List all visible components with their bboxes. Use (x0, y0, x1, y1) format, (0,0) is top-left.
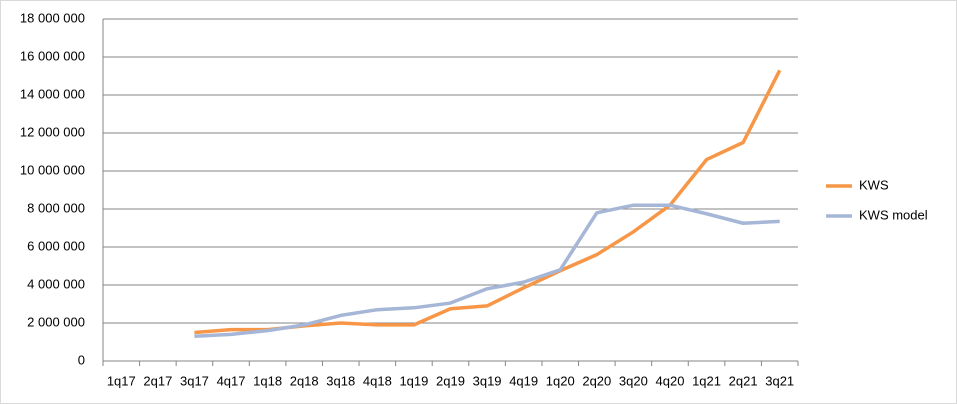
x-tick-label: 4q17 (217, 373, 246, 388)
x-tick-label: 3q21 (765, 373, 794, 388)
legend-label: KWS (859, 177, 889, 192)
series-line (194, 203, 780, 339)
x-tick-label: 4q19 (509, 373, 538, 388)
x-tick-label: 2q18 (290, 373, 319, 388)
y-tick-label: 2 000 000 (27, 314, 85, 329)
y-tick-label: 6 000 000 (27, 238, 85, 253)
x-tick-label: 1q20 (546, 373, 575, 388)
x-tick-label: 2q20 (582, 373, 611, 388)
x-tick-label: 1q21 (692, 373, 721, 388)
x-tick-label: 1q17 (107, 373, 136, 388)
x-tick-label: 1q19 (399, 373, 428, 388)
x-tick-label: 2q19 (436, 373, 465, 388)
y-tick-label: 14 000 000 (20, 86, 85, 101)
legend-label: KWS model (859, 207, 928, 222)
x-tick-label: 1q18 (253, 373, 282, 388)
y-tick-label: 12 000 000 (20, 124, 85, 139)
x-tick-label: 2q21 (729, 373, 758, 388)
y-tick-label: 16 000 000 (20, 48, 85, 63)
x-tick-label: 3q20 (619, 373, 648, 388)
x-tick-label: 4q20 (656, 373, 685, 388)
x-tick-label: 3q17 (180, 373, 209, 388)
y-tick-label: 8 000 000 (27, 200, 85, 215)
y-tick-label: 10 000 000 (20, 162, 85, 177)
x-tick-label: 2q17 (143, 373, 172, 388)
x-tick-label: 4q18 (363, 373, 392, 388)
x-tick-label: 3q18 (326, 373, 355, 388)
y-tick-label: 18 000 000 (20, 10, 85, 25)
y-tick-label: 0 (78, 352, 85, 367)
y-tick-label: 4 000 000 (27, 276, 85, 291)
x-tick-label: 3q19 (473, 373, 502, 388)
